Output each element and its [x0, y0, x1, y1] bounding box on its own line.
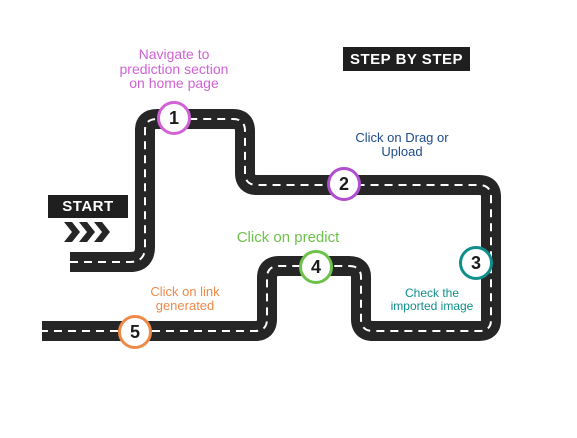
step2-marker: 2 [327, 167, 361, 201]
step5-label: Click on link generated [130, 285, 240, 312]
step1-line2: prediction section [119, 60, 229, 77]
step5-line1: Click on link [150, 284, 220, 299]
step1-line3: on home page [129, 75, 219, 92]
step2-line2: Upload [381, 143, 423, 159]
step3-line2: imported image [390, 298, 474, 313]
step4-line1: Click on predict [236, 229, 340, 246]
step-by-step-title: STEP BY STEP [343, 47, 470, 71]
step5-line2: generated [155, 297, 215, 313]
start-label: START [48, 195, 128, 218]
step5-marker: 5 [118, 315, 152, 349]
step3-marker: 3 [459, 246, 493, 280]
step4-marker: 4 [299, 250, 333, 284]
step2-label: Click on Drag or Upload [340, 131, 464, 158]
start-chevrons-icon [64, 222, 110, 242]
step1-marker: 1 [157, 101, 191, 135]
step4-label: Click on predict [220, 230, 356, 246]
step3-label: Check the imported image [380, 287, 484, 312]
step1-line1: Navigate to [138, 46, 210, 62]
step2-line1: Click on Drag or [355, 130, 449, 145]
step3-line1: Check the [404, 286, 460, 300]
step1-label: Navigate to prediction section on home p… [100, 47, 248, 91]
